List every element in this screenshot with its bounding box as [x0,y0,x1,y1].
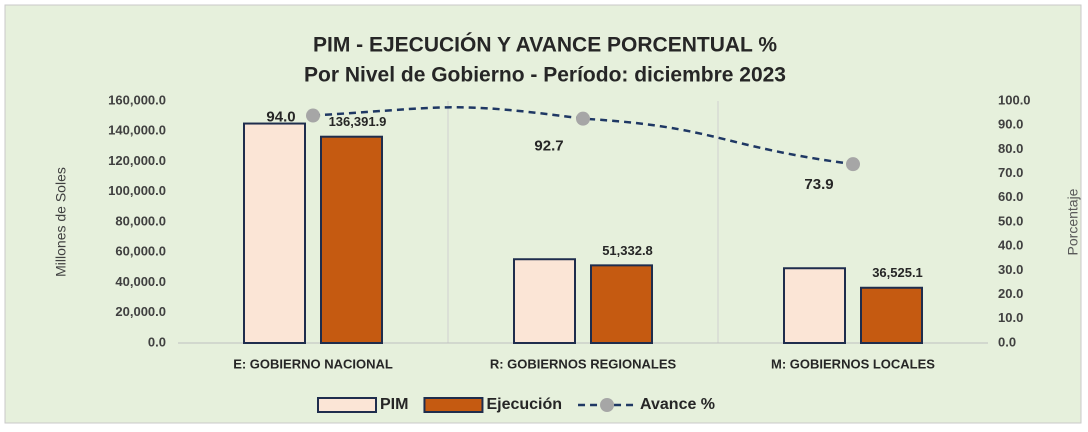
bar [513,258,576,344]
bar [783,267,846,344]
marker [306,108,320,123]
data-label: 51,332.8 [602,243,653,258]
y2-tick-label: 20.0 [998,286,1023,301]
marker [576,111,590,126]
data-label: 94.0 [266,108,295,125]
x-tick-label: M: GOBIERNOS LOCALES [771,356,935,371]
line [312,106,854,166]
y-tick-label: 120,000.0 [108,153,166,168]
y-tick-label: 140,000.0 [108,123,166,138]
chart-background [4,4,1082,424]
data-label: 36,525.1 [872,265,923,280]
y2-tick-label: 0.0 [998,334,1016,349]
legend-label: Ejecución [486,396,562,413]
bar [243,122,306,344]
y-axis-title: Millones de Soles [53,167,69,277]
marker [846,157,860,172]
legend-marker [600,398,615,412]
legend-label: PIM [380,396,408,413]
y-tick-label: 100,000.0 [108,183,166,198]
y2-tick-label: 60.0 [998,189,1023,204]
y-tick-label: 20,000.0 [115,304,166,319]
x-tick-label: E: GOBIERNO NACIONAL [233,356,393,371]
y2-tick-label: 90.0 [998,117,1023,132]
data-label: 136,391.9 [329,114,387,129]
y-tick-label: 160,000.0 [108,92,166,107]
chart-title: PIM - EJECUCIÓN Y AVANCE PORCENTUAL % [313,33,777,57]
y2-axis-title: Porcentaje [1065,188,1081,255]
y2-tick-label: 10.0 [998,310,1023,325]
legend-swatch [423,397,484,413]
y-tick-label: 60,000.0 [115,244,166,259]
y2-tick-label: 40.0 [998,238,1023,253]
legend-swatch [317,397,377,413]
x-tick-label: R: GOBIERNOS REGIONALES [490,356,677,371]
y-tick-label: 80,000.0 [115,213,166,228]
bar [860,286,923,345]
y-tick-label: 0.0 [148,334,166,349]
data-label: 73.9 [804,176,833,193]
bar [320,135,383,344]
bar [590,264,653,344]
y2-tick-label: 80.0 [998,141,1023,156]
y2-tick-label: 100.0 [998,92,1031,107]
y2-tick-label: 70.0 [998,165,1023,180]
y2-tick-label: 30.0 [998,262,1023,277]
y-tick-label: 40,000.0 [115,274,166,289]
y2-tick-label: 50.0 [998,213,1023,228]
data-label: 92.7 [534,138,563,155]
chart-subtitle: Por Nivel de Gobierno - Período: diciemb… [304,64,786,87]
legend-label: Avance % [640,396,715,413]
